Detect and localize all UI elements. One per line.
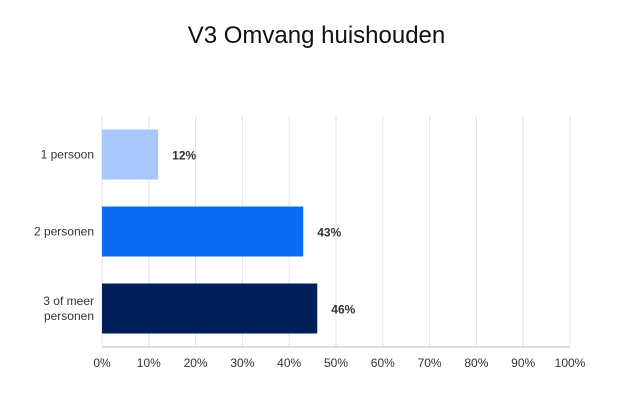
- bar: [102, 206, 304, 257]
- x-tick-label: 70%: [418, 356, 442, 370]
- x-tick-label: 20%: [184, 356, 208, 370]
- x-tick-label: 30%: [230, 356, 254, 370]
- x-axis: 0% 10% 20% 30% 40% 50% 60% 70% 80% 90% 100%: [93, 346, 586, 370]
- x-tick-label: 60%: [371, 356, 395, 370]
- category-labels: 1 persoon 2 personen 3 of meer personen: [34, 148, 94, 324]
- category-label-line: 3 of meer: [43, 294, 94, 308]
- x-tick-label: 90%: [511, 356, 535, 370]
- bars: [102, 129, 318, 334]
- bar: [102, 283, 318, 334]
- data-labels: 12% 43% 46%: [172, 149, 355, 317]
- x-tick-label: 10%: [137, 356, 161, 370]
- chart-title: V3 Omvang huishouden: [187, 22, 446, 49]
- data-label: 46%: [331, 303, 355, 317]
- bar: [102, 129, 159, 180]
- x-tick-label: 80%: [464, 356, 488, 370]
- category-label: 3 of meer personen: [43, 294, 94, 323]
- x-tick-label: 40%: [277, 356, 301, 370]
- category-label: 2 personen: [34, 225, 94, 239]
- data-label: 43%: [317, 226, 341, 240]
- category-label-line: personen: [44, 309, 94, 323]
- data-label: 12%: [172, 149, 196, 163]
- x-tick-label: 100%: [555, 356, 586, 370]
- x-tick-label: 50%: [324, 356, 348, 370]
- category-label: 1 persoon: [41, 148, 94, 162]
- x-tick-label: 0%: [93, 356, 111, 370]
- category-label-line: 1 persoon: [41, 148, 94, 162]
- category-label-line: 2 personen: [34, 225, 94, 239]
